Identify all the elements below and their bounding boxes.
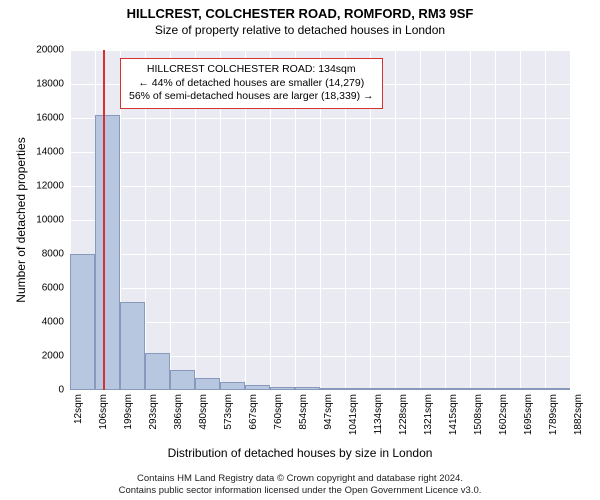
- grid-line-v: [395, 50, 396, 390]
- histogram-bar: [320, 388, 345, 390]
- x-tick-label: 1508sqm: [473, 394, 484, 435]
- histogram-bar: [295, 387, 320, 390]
- histogram-bar: [220, 382, 245, 391]
- x-tick-label: 1228sqm: [398, 394, 409, 435]
- x-tick-label: 854sqm: [298, 394, 309, 430]
- y-tick-label: 20000: [36, 45, 64, 56]
- plot-area: 0200040006000800010000120001400016000180…: [70, 50, 570, 390]
- x-tick-label: 947sqm: [323, 394, 334, 430]
- grid-line-v: [445, 50, 446, 390]
- x-tick-label: 667sqm: [248, 394, 259, 430]
- annotation-line2: ← 44% of detached houses are smaller (14…: [129, 77, 374, 91]
- histogram-bar: [170, 370, 195, 390]
- y-tick-label: 10000: [36, 215, 64, 226]
- annotation-box: HILLCREST COLCHESTER ROAD: 134sqm← 44% o…: [120, 58, 383, 109]
- histogram-bar: [245, 385, 270, 390]
- y-axis-label: Number of detached properties: [14, 137, 28, 302]
- x-tick-label: 1041sqm: [348, 394, 359, 435]
- x-tick-label: 106sqm: [98, 394, 109, 430]
- x-tick-label: 573sqm: [223, 394, 234, 430]
- x-tick-label: 1321sqm: [423, 394, 434, 435]
- marker-line: [103, 50, 105, 390]
- x-tick-label: 480sqm: [198, 394, 209, 430]
- y-tick-label: 0: [58, 385, 64, 396]
- histogram-bar: [520, 388, 545, 390]
- histogram-bar: [545, 388, 570, 390]
- grid-line-v: [470, 50, 471, 390]
- x-tick-label: 1134sqm: [373, 394, 384, 434]
- grid-line-v: [520, 50, 521, 390]
- histogram-bar: [270, 387, 295, 390]
- x-tick-label: 1789sqm: [548, 394, 559, 435]
- histogram-bar: [145, 353, 170, 390]
- grid-line-v: [495, 50, 496, 390]
- x-tick-label: 293sqm: [148, 394, 159, 430]
- y-tick-label: 12000: [36, 181, 64, 192]
- x-tick-label: 12sqm: [73, 394, 84, 424]
- histogram-bar: [95, 115, 120, 390]
- footer-line2: Contains public sector information licen…: [0, 485, 600, 496]
- histogram-bar: [345, 388, 370, 390]
- y-tick-label: 6000: [42, 283, 64, 294]
- y-tick-label: 16000: [36, 113, 64, 124]
- histogram-bar: [420, 388, 445, 390]
- y-tick-label: 18000: [36, 79, 64, 90]
- annotation-line1: HILLCREST COLCHESTER ROAD: 134sqm: [129, 63, 374, 77]
- x-tick-label: 1415sqm: [448, 394, 459, 435]
- y-tick-label: 8000: [42, 249, 64, 260]
- histogram-bar: [70, 254, 95, 390]
- histogram-bar: [395, 388, 420, 390]
- chart-subtitle: Size of property relative to detached ho…: [0, 21, 600, 37]
- histogram-bar: [470, 388, 495, 390]
- footer-line1: Contains HM Land Registry data © Crown c…: [0, 473, 600, 484]
- y-tick-label: 14000: [36, 147, 64, 158]
- grid-line-v: [420, 50, 421, 390]
- histogram-bar: [195, 378, 220, 390]
- histogram-bar: [370, 388, 395, 390]
- y-tick-label: 2000: [42, 351, 64, 362]
- x-axis-label: Distribution of detached houses by size …: [0, 446, 600, 460]
- x-tick-label: 760sqm: [273, 394, 284, 430]
- x-tick-label: 1882sqm: [573, 394, 584, 435]
- chart-container: HILLCREST, COLCHESTER ROAD, ROMFORD, RM3…: [0, 0, 600, 500]
- y-tick-label: 4000: [42, 317, 64, 328]
- annotation-line3: 56% of semi-detached houses are larger (…: [129, 90, 374, 104]
- histogram-bar: [495, 388, 520, 390]
- grid-line-v: [545, 50, 546, 390]
- histogram-bar: [445, 388, 470, 390]
- chart-title: HILLCREST, COLCHESTER ROAD, ROMFORD, RM3…: [0, 0, 600, 21]
- grid-line-h: [70, 390, 570, 391]
- x-tick-label: 1695sqm: [523, 394, 534, 435]
- x-tick-label: 1602sqm: [498, 394, 509, 435]
- x-tick-label: 386sqm: [173, 394, 184, 430]
- histogram-bar: [120, 302, 145, 390]
- grid-line-v: [570, 50, 571, 390]
- x-tick-label: 199sqm: [123, 394, 134, 430]
- footer-attribution: Contains HM Land Registry data © Crown c…: [0, 473, 600, 496]
